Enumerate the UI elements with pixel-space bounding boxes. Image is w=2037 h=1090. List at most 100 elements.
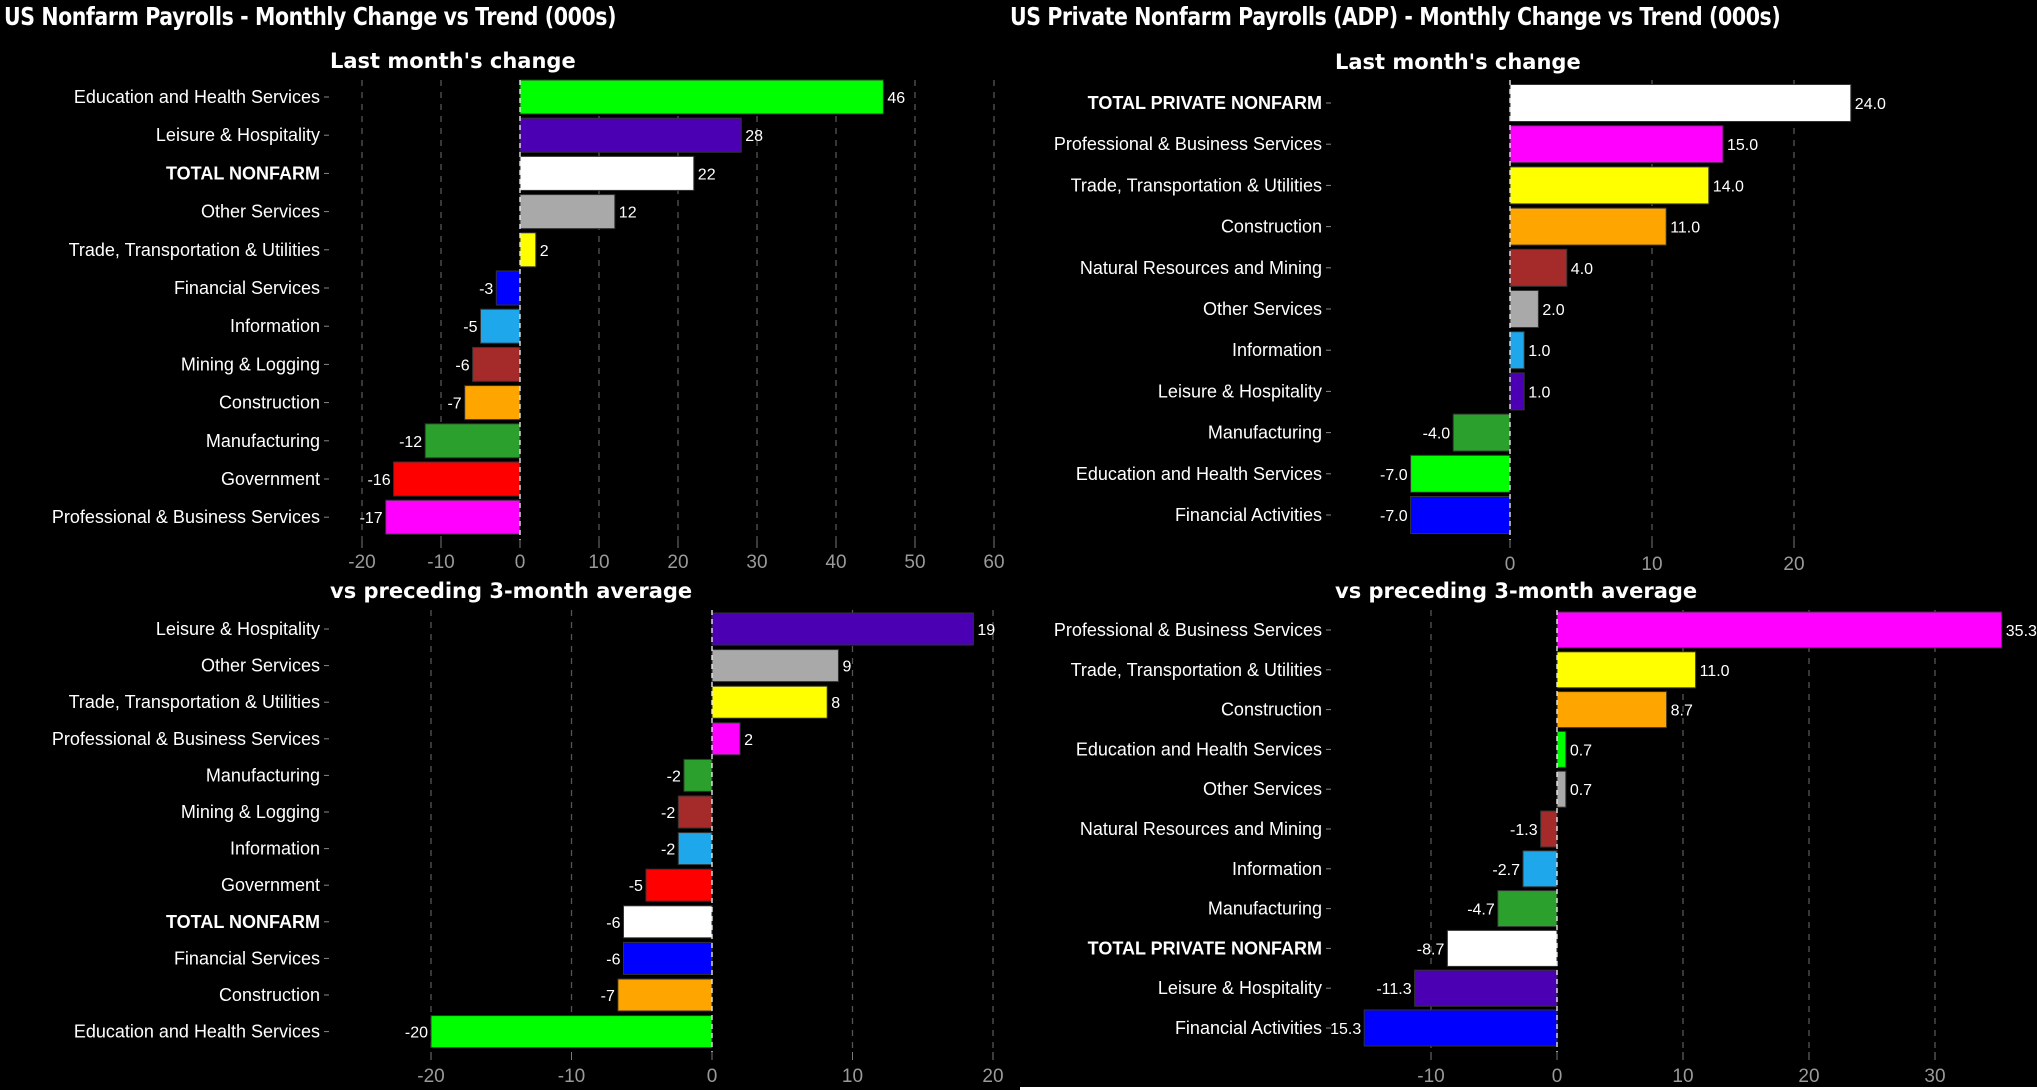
value-label: -4.7 [1467,902,1495,919]
value-label: 12 [619,205,637,222]
value-label: 15.0 [1727,137,1758,154]
chart-nfp-last-month: Last month's change -20 -10 0 10 20 30 40 50 60 E… [52,49,1005,573]
x-tick-label: 30 [746,552,767,573]
x-tick-label: 10 [588,552,609,573]
chart-subtitle: Last month's change [1335,50,1581,74]
value-label: 1.0 [1528,343,1550,360]
value-label: 0.7 [1570,782,1592,799]
bar [617,978,713,1012]
x-tick-label: 10 [1641,554,1662,575]
bar [1522,850,1558,888]
category-label: Manufacturing [206,765,320,785]
category-label: Education and Health Services [1076,464,1322,484]
x-tick-label: 30 [1924,1066,1945,1087]
value-label: -2 [667,768,681,785]
category-label: Education and Health Services [74,87,320,107]
category-label: Education and Health Services [1076,739,1322,759]
left-main-title: US Nonfarm Payrolls - Monthly Change vs … [4,2,617,31]
bar [1497,890,1558,928]
value-label: 2 [540,243,549,260]
bar [472,346,521,382]
bar [1509,166,1710,205]
category-label: Construction [219,985,320,1005]
bar [480,308,521,344]
bar [711,612,974,646]
bar [1414,969,1558,1007]
category-label: Information [230,839,320,859]
value-label: -7.0 [1380,508,1408,525]
category-label: Professional & Business Services [1054,620,1322,640]
value-label: 28 [745,128,763,145]
value-label: -16 [367,472,390,489]
value-label: 35.3 [2006,623,2037,640]
value-label: 2.0 [1542,302,1564,319]
x-tick-label: 0 [707,1066,718,1087]
value-label: 0.7 [1570,742,1592,759]
value-label: 11.0 [1670,220,1700,237]
x-tick-label: 20 [1783,554,1804,575]
bar [1509,290,1539,328]
category-label: Information [1232,340,1322,360]
value-label: -3 [479,281,493,298]
category-label: Trade, Transportation & Utilities [1071,175,1322,195]
category-label: Financial Activities [1175,1018,1322,1038]
category-label: Construction [219,393,320,413]
value-label: 1.0 [1528,384,1550,401]
bar [1556,651,1697,689]
bar [1509,207,1667,246]
category-label: TOTAL NONFARM [166,163,320,183]
category-label: Financial Services [174,948,320,968]
x-tick-label: 10 [842,1066,863,1087]
chart-adp-last-month: Last month's change 0 10 20 TOTAL PRIVATE N… [1054,50,1886,575]
value-label: 46 [887,90,905,107]
bar [677,832,713,866]
value-label: 8.7 [1671,703,1693,720]
bar [1540,810,1558,848]
bar [1410,454,1511,493]
chart-nfp-vs-3m: vs preceding 3-month average -20 -10 0 10 20… [52,579,1004,1087]
category-label: Trade, Transportation & Utilities [69,240,320,260]
category-label: Other Services [201,202,320,222]
category-label: Mining & Logging [181,354,320,374]
value-label: 22 [698,166,716,183]
x-tick-label: 0 [515,552,526,573]
value-label: -17 [360,510,383,527]
category-label: Leisure & Hospitality [156,125,320,145]
value-label: -2.7 [1492,862,1520,879]
bar [1556,691,1668,729]
value-label: 15.3 [1330,1021,1361,1038]
x-tick-label: 20 [1798,1066,1819,1087]
x-tick-label: 20 [982,1066,1003,1087]
value-label: -7 [447,396,461,413]
chart-subtitle: vs preceding 3-month average [1335,579,1697,603]
category-label: Leisure & Hospitality [1158,381,1322,401]
category-label: Professional & Business Services [52,729,320,749]
bar [1509,84,1852,122]
value-label: -7 [601,988,615,1005]
bar [424,423,521,459]
category-label: Natural Resources and Mining [1080,258,1322,278]
value-label: -6 [455,357,469,374]
x-tick-label: -10 [1417,1066,1444,1087]
bar [645,868,713,902]
bar [1556,611,2003,649]
category-label: Natural Resources and Mining [1080,819,1322,839]
bar [1363,1009,1558,1047]
value-label: -2 [661,805,675,822]
x-tick-label: 40 [825,552,846,573]
bar [519,155,695,191]
category-label: TOTAL NONFARM [166,912,320,932]
bar [1509,125,1724,164]
bar [1509,331,1525,370]
bottom-border [1020,1087,2037,1090]
category-label: Education and Health Services [74,1022,320,1042]
chart-subtitle: Last month's change [330,49,576,73]
category-label: Information [1232,859,1322,879]
bar [1410,496,1511,534]
bar [1509,248,1568,287]
value-label: -7.0 [1380,467,1408,484]
category-label: Other Services [201,656,320,676]
category-label: Professional & Business Services [1054,134,1322,154]
value-label: -1.3 [1510,822,1538,839]
value-label: 19 [977,622,995,639]
